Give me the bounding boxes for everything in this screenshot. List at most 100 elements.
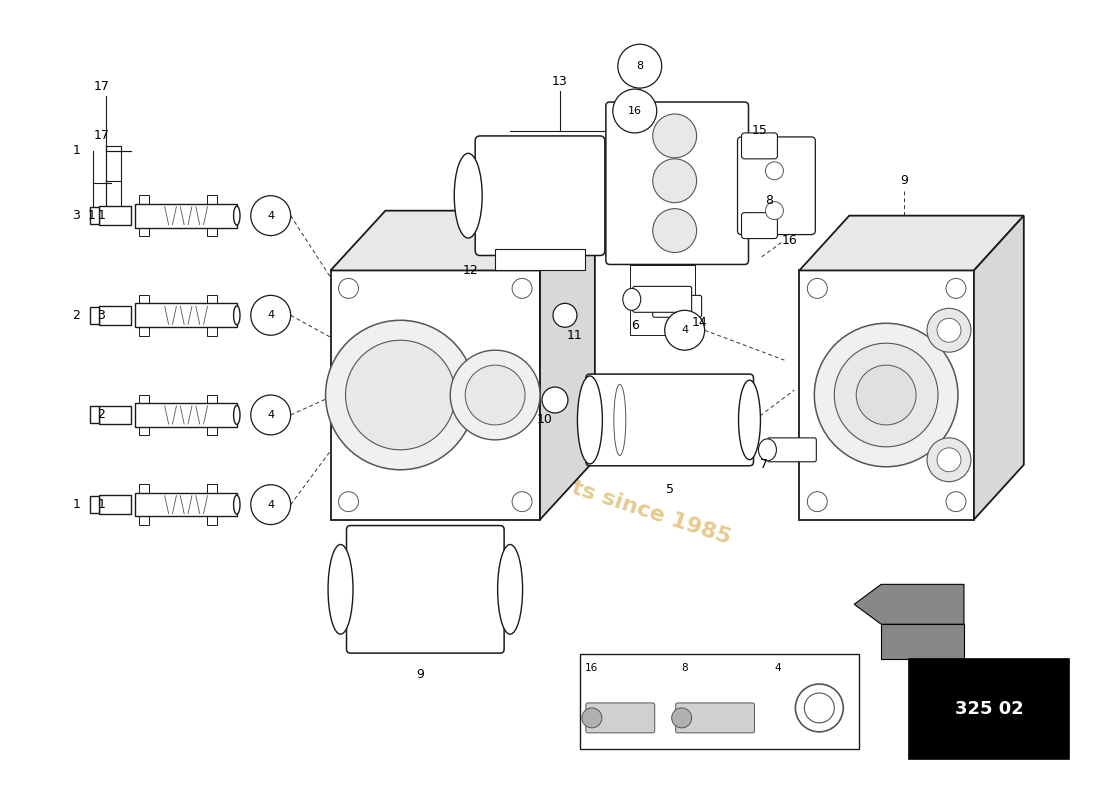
Circle shape <box>251 196 290 235</box>
Text: 7: 7 <box>760 458 769 471</box>
Circle shape <box>927 438 971 482</box>
Circle shape <box>450 350 540 440</box>
FancyBboxPatch shape <box>99 406 131 424</box>
Text: 16: 16 <box>628 106 641 116</box>
Polygon shape <box>855 584 964 624</box>
Circle shape <box>937 448 961 472</box>
Text: 14: 14 <box>692 316 707 329</box>
Circle shape <box>766 162 783 180</box>
Text: 3: 3 <box>97 309 106 322</box>
FancyBboxPatch shape <box>207 195 218 236</box>
Text: 4: 4 <box>267 410 274 420</box>
Text: 1: 1 <box>97 498 106 511</box>
Ellipse shape <box>759 439 777 461</box>
FancyBboxPatch shape <box>99 495 131 514</box>
Ellipse shape <box>328 545 353 634</box>
Circle shape <box>946 278 966 298</box>
FancyBboxPatch shape <box>741 133 778 159</box>
Circle shape <box>937 318 961 342</box>
FancyBboxPatch shape <box>346 526 504 653</box>
FancyBboxPatch shape <box>90 307 99 324</box>
Text: 2: 2 <box>73 309 80 322</box>
Text: a passion for parts since 1985: a passion for parts since 1985 <box>367 412 733 548</box>
Text: 4: 4 <box>681 326 689 335</box>
Text: 5: 5 <box>666 483 673 496</box>
Text: 10: 10 <box>537 414 553 426</box>
Text: 3: 3 <box>73 209 80 222</box>
Text: 16: 16 <box>585 663 598 673</box>
Text: 1: 1 <box>87 209 95 222</box>
Circle shape <box>465 365 525 425</box>
Circle shape <box>251 395 290 435</box>
Circle shape <box>814 323 958 466</box>
Text: 17: 17 <box>94 79 109 93</box>
Text: 1: 1 <box>97 209 106 222</box>
Ellipse shape <box>738 380 760 460</box>
Polygon shape <box>331 210 595 270</box>
Text: 6: 6 <box>630 318 639 332</box>
Circle shape <box>652 114 696 158</box>
Circle shape <box>856 365 916 425</box>
Circle shape <box>927 308 971 352</box>
Ellipse shape <box>623 288 641 310</box>
FancyBboxPatch shape <box>909 659 1069 758</box>
Circle shape <box>251 295 290 335</box>
FancyBboxPatch shape <box>140 394 150 435</box>
Text: 4: 4 <box>267 500 274 510</box>
Ellipse shape <box>233 495 240 514</box>
FancyBboxPatch shape <box>140 195 150 236</box>
Polygon shape <box>974 216 1024 519</box>
FancyBboxPatch shape <box>207 394 218 435</box>
Circle shape <box>542 387 568 413</box>
Ellipse shape <box>578 376 603 464</box>
FancyBboxPatch shape <box>495 249 585 270</box>
Text: 17: 17 <box>94 130 109 142</box>
FancyBboxPatch shape <box>675 703 755 733</box>
Text: 15: 15 <box>751 125 768 138</box>
Circle shape <box>326 320 475 470</box>
FancyBboxPatch shape <box>207 484 218 525</box>
FancyBboxPatch shape <box>606 102 748 265</box>
Ellipse shape <box>454 154 482 238</box>
FancyBboxPatch shape <box>800 270 974 519</box>
Circle shape <box>807 278 827 298</box>
Text: 4: 4 <box>774 663 781 673</box>
Ellipse shape <box>233 206 240 225</box>
Circle shape <box>251 485 290 525</box>
FancyBboxPatch shape <box>632 286 692 312</box>
FancyBboxPatch shape <box>768 438 816 462</box>
Text: 13: 13 <box>552 74 568 88</box>
Text: 4: 4 <box>267 210 274 221</box>
FancyBboxPatch shape <box>135 204 236 227</box>
FancyBboxPatch shape <box>99 206 131 225</box>
FancyBboxPatch shape <box>135 493 236 517</box>
Text: 1: 1 <box>73 498 80 511</box>
Circle shape <box>613 89 657 133</box>
FancyBboxPatch shape <box>586 374 754 466</box>
Text: 1: 1 <box>73 144 80 158</box>
Text: 2: 2 <box>97 409 106 422</box>
FancyBboxPatch shape <box>99 306 131 325</box>
Circle shape <box>582 708 602 728</box>
Text: 11: 11 <box>568 329 583 342</box>
Circle shape <box>345 340 455 450</box>
Ellipse shape <box>233 306 240 325</box>
Text: 16: 16 <box>781 234 798 247</box>
Text: 4: 4 <box>267 310 274 320</box>
FancyBboxPatch shape <box>580 654 859 749</box>
Circle shape <box>766 202 783 220</box>
FancyBboxPatch shape <box>140 295 150 336</box>
Circle shape <box>652 159 696 202</box>
FancyBboxPatch shape <box>207 295 218 336</box>
FancyBboxPatch shape <box>331 270 540 519</box>
Circle shape <box>339 278 359 298</box>
Text: 325 02: 325 02 <box>955 700 1023 718</box>
FancyBboxPatch shape <box>475 136 605 255</box>
FancyBboxPatch shape <box>90 406 99 423</box>
FancyBboxPatch shape <box>140 484 150 525</box>
Circle shape <box>672 708 692 728</box>
Ellipse shape <box>233 406 240 425</box>
Circle shape <box>553 303 576 327</box>
FancyBboxPatch shape <box>737 137 815 234</box>
Text: 9: 9 <box>417 667 425 681</box>
